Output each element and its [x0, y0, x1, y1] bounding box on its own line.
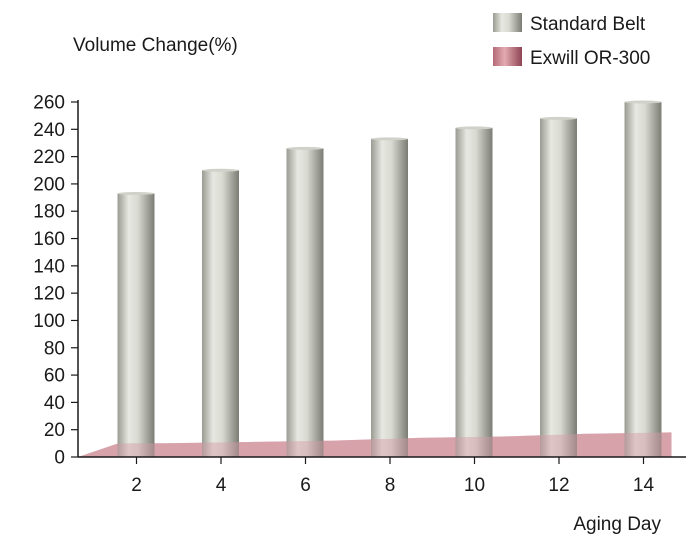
legend-label-exwill-or-300: Exwill OR-300 [530, 48, 650, 69]
standard-belt-bar [287, 148, 324, 457]
x-tick-label: 6 [300, 475, 311, 496]
x-tick-label: 14 [633, 475, 655, 496]
y-tick-label: 120 [33, 284, 65, 305]
standard-belt-bar [456, 128, 493, 457]
standard-belt-bar-top [456, 126, 493, 129]
y-axis-label: Volume Change(%) [73, 35, 238, 56]
x-tick-label: 12 [548, 475, 569, 496]
y-tick-label: 0 [54, 448, 65, 469]
standard-belt-bar [118, 194, 155, 458]
standard-belt-bar [371, 139, 408, 457]
y-tick-label: 80 [44, 338, 65, 359]
y-tick-label: 100 [33, 311, 65, 332]
legend-swatch-standard-belt [493, 13, 522, 32]
y-tick-label: 140 [33, 256, 65, 277]
standard-belt-bar [540, 118, 577, 457]
y-tick-label: 260 [33, 93, 65, 114]
standard-belt-bar-top [202, 169, 239, 172]
legend: Standard Belt Exwill OR-300 [493, 13, 650, 69]
x-tick-label: 10 [464, 475, 485, 496]
x-tick-label: 2 [131, 475, 142, 496]
y-tick-label: 240 [33, 120, 65, 141]
x-tick-label: 8 [385, 475, 396, 496]
standard-belt-bar [625, 102, 662, 457]
y-tick-label: 220 [33, 147, 65, 168]
standard-belt-bar [202, 170, 239, 457]
y-tick-label: 160 [33, 229, 65, 250]
standard-belt-bar-top [118, 192, 155, 195]
standard-belt-bar-top [287, 147, 324, 150]
legend-label-standard-belt: Standard Belt [530, 14, 646, 35]
standard-belt-bar-top [540, 117, 577, 120]
legend-swatch-exwill-or-300 [493, 47, 522, 66]
x-axis-label: Aging Day [573, 514, 661, 535]
standard-belt-bars [78, 101, 672, 458]
x-tick-label: 4 [216, 475, 227, 496]
y-tick-label: 200 [33, 174, 65, 195]
standard-belt-bar-top [625, 101, 662, 104]
standard-belt-bar-top [371, 137, 408, 140]
y-tick-label: 60 [44, 366, 65, 387]
y-tick-label: 180 [33, 202, 65, 223]
y-tick-label: 40 [44, 393, 65, 414]
y-tick-label: 20 [44, 420, 65, 441]
